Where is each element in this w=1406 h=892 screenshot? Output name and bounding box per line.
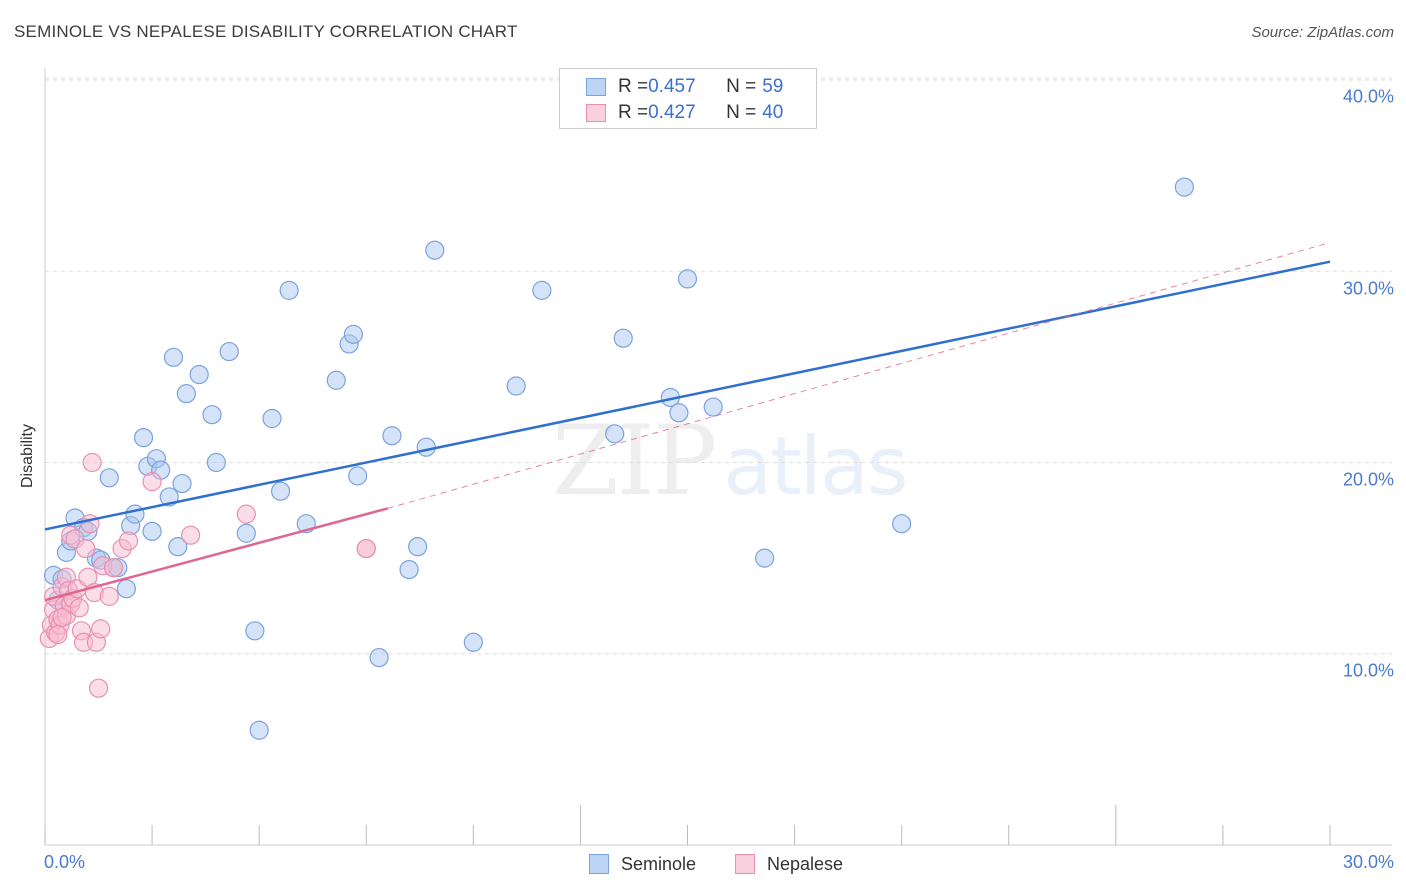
seminole-legend-label: Seminole	[621, 853, 697, 874]
seminole-point	[408, 537, 428, 557]
seminole-point	[399, 559, 419, 580]
nepalese-point	[99, 586, 119, 606]
n-value: 59	[762, 76, 784, 97]
seminole-point	[189, 364, 209, 385]
seminole-point	[206, 452, 226, 473]
r-value: 0.457	[648, 76, 696, 97]
n-value: 40	[762, 102, 784, 123]
seminole-point	[348, 466, 368, 486]
seminole-point	[245, 621, 265, 641]
legend-item-nepalese: Nepalese	[735, 851, 843, 877]
nepalese-swatch	[586, 104, 606, 122]
source-credit: Source: ZipAtlas.com	[1251, 24, 1394, 41]
seminole-point	[892, 514, 912, 534]
r-label: R =	[618, 102, 649, 123]
seminole-point	[142, 521, 162, 541]
seminole-point	[416, 437, 436, 457]
n-label: N =	[726, 76, 757, 97]
seminole-point	[163, 347, 184, 367]
seminole-point	[382, 426, 402, 446]
seminole-point	[202, 405, 222, 425]
seminole-point	[1174, 177, 1194, 197]
seminole-point	[133, 428, 154, 448]
nepalese-legend-label: Nepalese	[767, 853, 844, 874]
nepalese-point	[236, 504, 256, 524]
r-label: R =	[618, 76, 649, 97]
chart-title: SEMINOLE VS NEPALESE DISABILITY CORRELAT…	[14, 22, 518, 41]
stats-legend: R = 0.457 N = 59 R = 0.427 N = 40	[559, 68, 817, 129]
nepalese-point	[80, 514, 100, 534]
nepalese-trend-extension	[387, 242, 1331, 509]
seminole-point	[677, 269, 698, 289]
nepalese-point	[82, 452, 102, 473]
nepalese-point	[91, 619, 111, 639]
watermark-atlas: atlas	[723, 420, 908, 513]
nepalese-trend-line	[44, 507, 388, 602]
nepalese-point	[181, 525, 201, 545]
nepalese-legend-swatch	[735, 854, 755, 874]
seminole-point	[172, 473, 192, 494]
stats-legend-row-nepalese: R = 0.427 N = 40	[586, 101, 783, 125]
x-tick-label-max: 30.0%	[1342, 852, 1394, 872]
seminole-point	[703, 397, 723, 417]
seminole-point	[506, 376, 526, 396]
r-value: 0.427	[648, 102, 696, 123]
seminole-point	[116, 579, 136, 599]
seminole-point	[249, 720, 269, 740]
seminole-trend-line	[44, 260, 1331, 531]
seminole-point	[219, 341, 239, 362]
n-label: N =	[726, 102, 757, 123]
legend-item-seminole: Seminole	[589, 851, 696, 877]
seminole-point	[270, 481, 291, 501]
seminole-point	[754, 548, 775, 568]
seminole-point	[125, 504, 145, 524]
seminole-point	[176, 384, 196, 404]
nepalese-point	[52, 607, 72, 628]
seminole-point	[262, 408, 282, 429]
seminole-point	[463, 632, 483, 652]
seminole-point	[605, 424, 625, 444]
y-tick-label-10: 10.0%	[1342, 660, 1394, 681]
seminole-point	[326, 370, 346, 390]
seminole-point	[669, 403, 689, 423]
nepalese-point	[118, 531, 139, 551]
nepalese-point	[48, 625, 68, 645]
seminole-point	[236, 523, 256, 543]
nepalese-point	[356, 538, 376, 559]
stats-legend-row-seminole: R = 0.457 N = 59	[586, 75, 783, 99]
y-tick-label-40: 40.0%	[1342, 86, 1394, 107]
seminole-swatch	[586, 78, 606, 96]
nepalese-point	[103, 558, 124, 578]
seminole-point	[279, 280, 299, 300]
seminole-point	[168, 537, 188, 557]
seminole-point	[532, 280, 552, 300]
nepalese-point	[76, 538, 96, 559]
y-tick-label-30: 30.0%	[1342, 278, 1394, 299]
x-tick-label-min: 0.0%	[44, 852, 86, 872]
nepalese-point	[142, 472, 162, 492]
nepalese-point	[69, 598, 89, 618]
y-tick-label-20: 20.0%	[1342, 469, 1394, 490]
seminole-point	[343, 324, 363, 344]
seminole-legend-swatch	[589, 854, 609, 874]
seminole-point	[425, 240, 445, 260]
seminole-point	[99, 468, 119, 488]
seminole-point	[369, 647, 389, 668]
seminole-point	[613, 328, 633, 348]
nepalese-point	[88, 678, 109, 698]
